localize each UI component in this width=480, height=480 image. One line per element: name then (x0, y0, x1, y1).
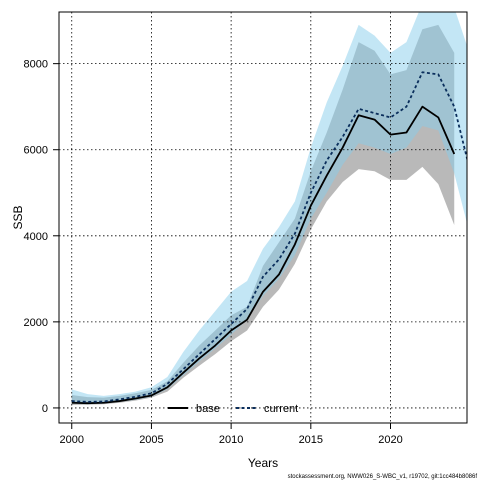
series-lines (71, 71, 467, 405)
confidence-bands (71, 12, 467, 405)
y-axis: 0 2000 4000 6000 8000 (24, 59, 60, 415)
band-current (71, 12, 467, 405)
line-current (71, 71, 467, 403)
grid-lines (59, 12, 467, 423)
x-tick-label-2000: 2000 (60, 434, 84, 446)
x-tick-label-2010: 2010 (219, 434, 243, 446)
y-tick-label-8000: 8000 (24, 59, 48, 71)
x-tick-label-2015: 2015 (299, 434, 323, 446)
footnote: stockassessment.org, NWW026_S-WBC_v1, r1… (288, 474, 478, 480)
x-tick-label-2005: 2005 (139, 434, 163, 446)
x-tick-label-2020: 2020 (378, 434, 402, 446)
x-axis: 2000 2005 2010 2015 2020 (60, 422, 403, 446)
y-tick-label-4000: 4000 (24, 231, 48, 243)
y-tick-label-6000: 6000 (24, 145, 48, 157)
y-tick-label-2000: 2000 (24, 317, 48, 329)
line-base (71, 105, 456, 405)
legend-label-current: current (264, 403, 298, 415)
y-tick-label-0: 0 (42, 403, 48, 415)
y-axis-title: SSB (11, 205, 25, 229)
legend-label-base: base (196, 403, 220, 415)
legend: base current (168, 403, 298, 415)
x-axis-title: Years (248, 456, 278, 470)
